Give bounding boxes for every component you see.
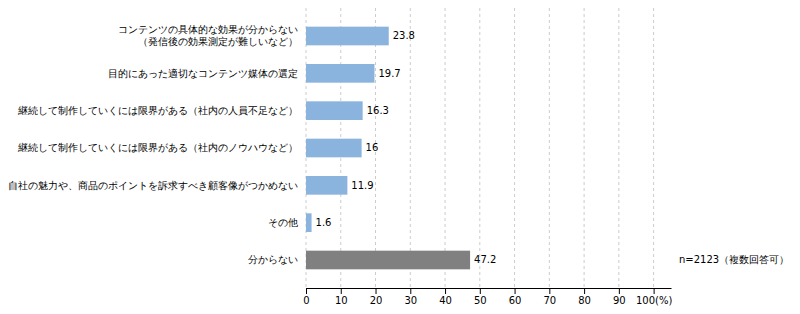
x-tick-mark bbox=[410, 288, 411, 294]
y-tick: コンテンツの具体的な効果が分からない（発信後の効果測定が難しいなど） bbox=[118, 24, 306, 47]
data-label: 19.7 bbox=[378, 68, 400, 79]
x-tick: 50 bbox=[474, 288, 487, 306]
x-axis: 0 10 20 30 40 50 60 70 80 90 100(%) bbox=[303, 288, 672, 306]
y-tick: その他 bbox=[268, 217, 306, 228]
y-tick: 分からない bbox=[248, 254, 306, 265]
y-tick-label: 継続して制作していくには限界がある（社内の人員不足など） bbox=[17, 105, 298, 116]
x-tick-label: 0 bbox=[303, 295, 309, 306]
bar bbox=[306, 251, 470, 270]
x-tick-mark bbox=[306, 288, 307, 294]
data-label: 16.3 bbox=[367, 105, 389, 116]
bar bbox=[306, 64, 374, 83]
chart-container: 0 10 20 30 40 50 60 70 80 90 100(%) コンテンツの具体的な効果が分か… bbox=[0, 0, 800, 314]
x-tick: 80 bbox=[578, 288, 591, 306]
data-label: 23.8 bbox=[393, 30, 415, 41]
x-tick: 10 bbox=[335, 288, 348, 306]
y-axis: コンテンツの具体的な効果が分からない（発信後の効果測定が難しいなど） 目的にあった… bbox=[8, 24, 306, 265]
y-tick-label: 分からない bbox=[248, 254, 298, 265]
x-tick: 70 bbox=[543, 288, 556, 306]
y-tick-label: 自社の魅力や、商品のポイントを訴求すべき顧客像がつかめない bbox=[8, 180, 298, 191]
x-tick-label: 60 bbox=[509, 295, 522, 306]
x-tick-label: 50 bbox=[474, 295, 487, 306]
y-tick: 継続して制作していくには限界がある（社内の人員不足など） bbox=[17, 105, 306, 116]
x-tick: 60 bbox=[509, 288, 522, 306]
x-tick: 100(%) bbox=[636, 288, 672, 306]
bar bbox=[306, 213, 312, 232]
x-tick-label: 30 bbox=[404, 295, 417, 306]
grid-line bbox=[618, 8, 619, 288]
x-tick-mark bbox=[341, 288, 342, 294]
x-tick: 0 bbox=[303, 288, 309, 306]
x-tick: 30 bbox=[404, 288, 417, 306]
bar bbox=[306, 139, 362, 158]
x-tick-mark bbox=[549, 288, 550, 294]
x-tick-mark bbox=[376, 288, 377, 294]
x-tick-mark bbox=[445, 288, 446, 294]
y-tick-label: その他 bbox=[268, 217, 298, 228]
annotation: n=2123（複数回答可） bbox=[679, 254, 789, 265]
grid-line bbox=[584, 8, 585, 288]
x-tick-label: 100(%) bbox=[636, 295, 672, 306]
grid-line bbox=[445, 8, 446, 288]
grid-line bbox=[549, 8, 550, 288]
x-tick-label: 10 bbox=[335, 295, 348, 306]
y-tick: 自社の魅力や、商品のポイントを訴求すべき顧客像がつかめない bbox=[8, 180, 306, 191]
bar bbox=[306, 27, 389, 46]
data-label: 16 bbox=[366, 142, 379, 153]
x-tick-label: 90 bbox=[613, 295, 626, 306]
x-axis-line bbox=[307, 288, 672, 289]
x-tick-mark bbox=[619, 288, 620, 294]
y-tick: 目的にあった適切なコンテンツ媒体の選定 bbox=[108, 68, 306, 79]
x-tick-mark bbox=[654, 288, 655, 294]
x-tick: 40 bbox=[439, 288, 452, 306]
data-label: 11.9 bbox=[351, 180, 373, 191]
data-label: 47.2 bbox=[474, 254, 496, 265]
x-tick-mark bbox=[480, 288, 481, 294]
x-tick-mark bbox=[584, 288, 585, 294]
grid-line bbox=[514, 8, 515, 288]
bar bbox=[306, 101, 363, 120]
y-tick-label: 目的にあった適切なコンテンツ媒体の選定 bbox=[108, 68, 298, 79]
x-tick-label: 70 bbox=[543, 295, 556, 306]
data-labels: 23.8 19.7 16.3 16 11.9 1.6 47.2 bbox=[316, 30, 497, 265]
grid bbox=[306, 8, 654, 288]
x-tick: 20 bbox=[370, 288, 383, 306]
grid-line bbox=[479, 8, 480, 288]
x-tick-mark bbox=[515, 288, 516, 294]
grid-line bbox=[653, 8, 654, 288]
chart-svg: 0 10 20 30 40 50 60 70 80 90 100(%) コンテンツの具体的な効果が分か… bbox=[0, 0, 800, 314]
x-tick-label: 20 bbox=[370, 295, 383, 306]
x-tick: 90 bbox=[613, 288, 626, 306]
data-label: 1.6 bbox=[316, 217, 332, 228]
x-tick-label: 80 bbox=[578, 295, 591, 306]
grid-line bbox=[410, 8, 411, 288]
y-tick-label: 継続して制作していくには限界がある（社内のノウハウなど） bbox=[17, 142, 298, 153]
bars bbox=[306, 27, 470, 270]
bar bbox=[306, 176, 347, 195]
y-tick: 継続して制作していくには限界がある（社内のノウハウなど） bbox=[17, 142, 306, 153]
y-tick-label: コンテンツの具体的な効果が分からない（発信後の効果測定が難しいなど） bbox=[118, 24, 298, 47]
x-tick-label: 40 bbox=[439, 295, 452, 306]
